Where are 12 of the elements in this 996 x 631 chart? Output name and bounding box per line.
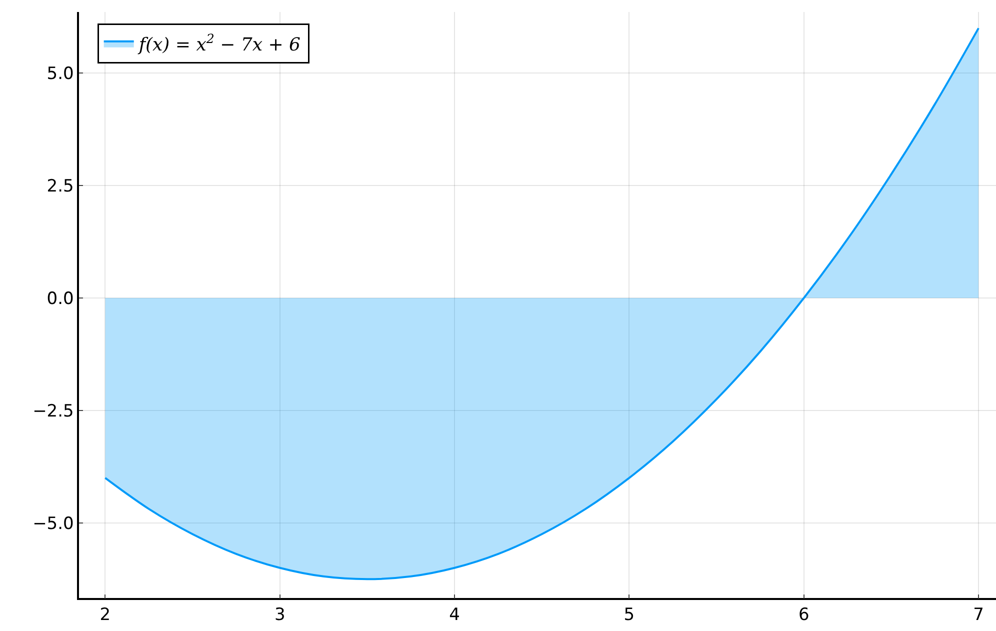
y-tick-label: −5.0 (32, 514, 74, 534)
y-tick-label: 5.0 (46, 64, 74, 84)
x-tick-label: 6 (798, 605, 810, 626)
x-tick-label: 4 (449, 605, 460, 626)
legend-label: f(x) = x$^{2}$ − 7x + 6 (136, 30, 301, 56)
x-tick-label: 3 (274, 605, 286, 626)
y-tick-label: 0.0 (46, 288, 74, 309)
y-tick-label: 2.5 (46, 176, 74, 197)
x-tick-label: 2 (100, 605, 111, 626)
x-tick-label: 5 (624, 605, 635, 626)
x-tick-label: 7 (973, 605, 984, 626)
y-tick-label: −2.5 (32, 401, 74, 422)
